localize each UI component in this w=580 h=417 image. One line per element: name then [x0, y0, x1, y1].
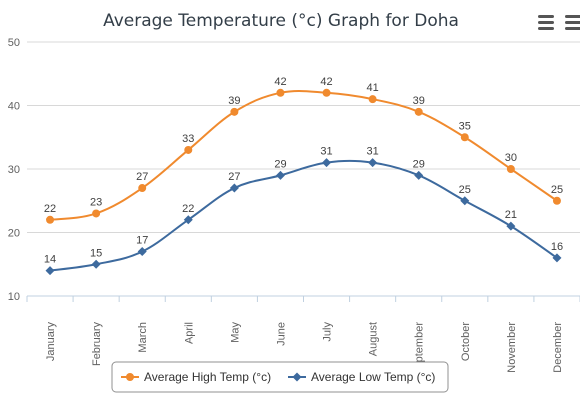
data-label: 25: [459, 184, 471, 196]
data-point: [368, 158, 378, 168]
x-tick-label: July: [322, 322, 334, 342]
data-point: [552, 196, 561, 205]
x-tick-label: December: [552, 322, 564, 373]
data-point: [414, 170, 424, 180]
x-tick-label: October: [460, 322, 472, 361]
x-tick-label: March: [137, 322, 149, 353]
x-tick-label: April: [183, 322, 195, 344]
x-tick-label: June: [275, 322, 287, 346]
data-label: 15: [90, 247, 102, 259]
data-label: 39: [413, 95, 425, 107]
series-layer: 22 23 27 33 39 42 42 41 39 35 30 25 14 15 17 22 27 29 31 31…: [44, 76, 563, 276]
data-label: 29: [413, 158, 425, 170]
data-label: 31: [320, 146, 332, 158]
data-label: 35: [459, 120, 471, 132]
data-point: [460, 133, 469, 142]
data-label: 39: [228, 95, 240, 107]
data-point: [552, 253, 562, 263]
data-point: [229, 183, 239, 193]
data-label: 42: [320, 76, 332, 88]
data-point: [183, 215, 193, 225]
series-high: 22 23 27 33 39 42 42 41 39 35 30 25: [44, 76, 563, 224]
data-point: [92, 209, 101, 218]
y-tick-label: 10: [8, 291, 20, 303]
data-label: 29: [274, 158, 286, 170]
data-label: 42: [274, 76, 286, 88]
legend-item-high[interactable]: Average High Temp (°c): [121, 370, 271, 384]
data-point: [46, 215, 55, 224]
data-point: [138, 184, 147, 193]
legend-marker: [292, 372, 302, 382]
data-label: 14: [44, 254, 56, 266]
legend[interactable]: Average High Temp (°c) Average Low Temp (…: [111, 361, 449, 393]
data-label: 22: [44, 203, 56, 215]
data-point: [275, 170, 285, 180]
data-label: 16: [551, 241, 563, 253]
data-point: [368, 95, 377, 104]
data-point: [322, 158, 332, 168]
data-label: 30: [505, 152, 517, 164]
data-point: [460, 196, 470, 206]
menu-icon[interactable]: [565, 15, 580, 30]
menu-icon[interactable]: [538, 15, 554, 30]
x-tick-label: February: [91, 322, 103, 367]
data-label: 22: [182, 203, 194, 215]
y-tick-label: 20: [8, 228, 20, 240]
series-low: 14 15 17 22 27 29 31 31 29 25 21 16: [44, 146, 563, 276]
data-label: 41: [367, 82, 379, 94]
legend-item-low[interactable]: Average Low Temp (°c): [288, 370, 435, 384]
x-tick-label: May: [229, 322, 241, 343]
y-tick-label: 40: [8, 101, 20, 113]
data-point: [230, 107, 239, 116]
data-point: [506, 221, 516, 231]
data-point: [45, 266, 55, 276]
data-point: [276, 88, 285, 97]
x-axis: January February March April May June July Augu…: [26, 296, 580, 376]
data-point: [414, 107, 423, 116]
data-label: 21: [505, 209, 517, 221]
legend-marker: [126, 373, 134, 381]
data-point: [91, 259, 101, 269]
data-label: 27: [228, 171, 240, 183]
x-tick-label: November: [506, 322, 518, 373]
data-point: [184, 145, 193, 154]
data-label: 33: [182, 133, 194, 145]
data-label: 25: [551, 184, 563, 196]
series-line: [49, 89, 558, 221]
data-label: 27: [136, 171, 148, 183]
data-label: 17: [136, 235, 148, 247]
y-tick-label: 30: [8, 164, 20, 176]
data-point: [322, 88, 331, 97]
data-point: [506, 165, 515, 173]
chart-title: Average Temperature (°c) Graph for Doha: [103, 11, 459, 31]
x-tick-label: January: [45, 322, 57, 362]
series-line: [49, 159, 558, 272]
legend-box: [111, 361, 449, 393]
data-label: 31: [367, 146, 379, 158]
data-point: [137, 247, 147, 257]
legend-label: Average Low Temp (°c): [311, 370, 435, 384]
y-tick-label: 50: [8, 37, 20, 49]
legend-label: Average High Temp (°c): [144, 370, 271, 384]
data-label: 23: [90, 196, 102, 208]
y-axis: 10 20 30 40 50: [8, 37, 20, 303]
x-tick-label: August: [368, 322, 380, 356]
